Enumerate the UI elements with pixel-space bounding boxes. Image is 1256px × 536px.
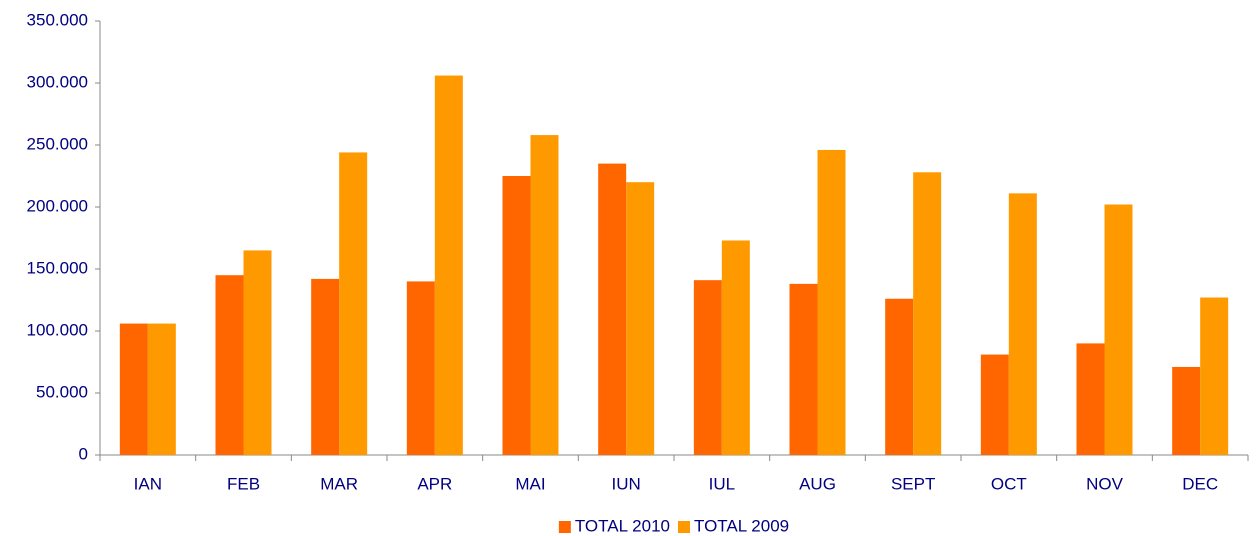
y-tick-label: 200.000: [27, 196, 88, 215]
x-tick-label: MAI: [515, 474, 545, 493]
bar: [147, 323, 176, 455]
y-tick-label: 300.000: [27, 72, 88, 91]
bar: [434, 75, 463, 455]
bar: [215, 275, 244, 455]
bar: [311, 278, 340, 455]
bar: [1008, 193, 1037, 456]
x-tick-label: IAN: [134, 474, 162, 493]
y-tick-label: 0: [79, 444, 88, 463]
y-tick-label: 150.000: [27, 258, 88, 277]
bar: [598, 163, 627, 455]
y-tick-label: 50.000: [36, 382, 88, 401]
bar: [406, 281, 435, 455]
bar: [1172, 366, 1201, 455]
x-tick-label: NOV: [1086, 474, 1124, 493]
legend-label: TOTAL 2009: [694, 516, 789, 535]
bar: [817, 149, 846, 455]
bar: [1076, 343, 1105, 455]
legend-swatch: [558, 521, 571, 533]
bar: [339, 152, 368, 455]
bar: [1200, 297, 1229, 455]
legend-swatch: [678, 521, 690, 533]
bar: [721, 240, 750, 455]
bar: [530, 135, 559, 455]
bar: [243, 250, 272, 455]
y-tick-label: 350.000: [27, 10, 88, 29]
legend-label: TOTAL 2010: [575, 516, 670, 535]
bar: [980, 354, 1009, 455]
x-tick-label: MAR: [320, 474, 358, 493]
y-tick-label: 250.000: [27, 134, 88, 153]
x-tick-label: APR: [417, 474, 452, 493]
bar: [502, 176, 531, 455]
bar: [626, 182, 655, 455]
x-tick-label: IUN: [612, 474, 641, 493]
x-tick-label: DEC: [1182, 474, 1218, 493]
bar: [913, 172, 942, 455]
bar: [1104, 204, 1133, 455]
x-tick-label: SEPT: [891, 474, 935, 493]
bar: [693, 280, 722, 455]
bar: [119, 323, 148, 455]
bar: [789, 283, 818, 455]
bar: [885, 298, 914, 455]
x-tick-label: AUG: [799, 474, 836, 493]
x-tick-label: FEB: [227, 474, 260, 493]
x-tick-label: OCT: [991, 474, 1027, 493]
y-tick-label: 100.000: [27, 320, 88, 339]
x-tick-label: IUL: [709, 474, 735, 493]
